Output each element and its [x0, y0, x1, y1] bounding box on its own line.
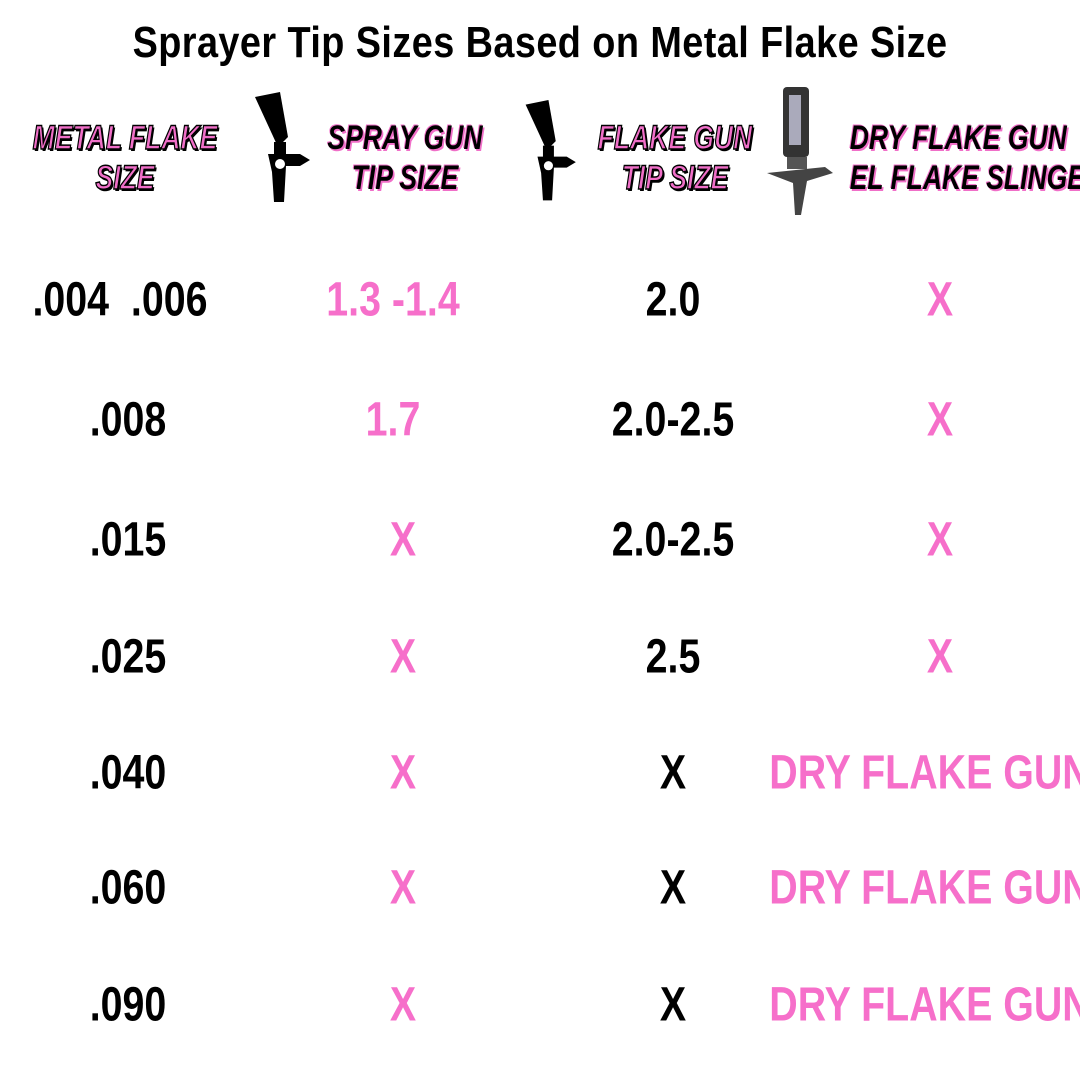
header-metal-flake-size: METAL FLAKE SIZE: [31, 118, 218, 198]
cell-spray-gun-tip: 1.7: [365, 393, 421, 447]
cell-flake-size: .090: [89, 978, 167, 1032]
cell-dry-flake-gun: X: [926, 393, 954, 447]
cell-flake-size: .004 .006: [32, 273, 208, 327]
cell-flake-size: .008: [89, 393, 167, 447]
cell-flake-size: .025: [89, 630, 167, 684]
cell-flake-gun-tip: 2.0: [645, 273, 701, 327]
cell-flake-gun-tip: X: [659, 978, 687, 1032]
spray-gun-icon: [525, 100, 576, 201]
header-line: METAL FLAKE: [32, 118, 218, 158]
header-line: SIZE: [95, 158, 155, 198]
cell-flake-size: .015: [89, 513, 167, 567]
cell-dry-flake-gun: X: [926, 630, 954, 684]
header-line: EL FLAKE SLINGER: [849, 159, 1080, 197]
cell-dry-flake-gun: DRY FLAKE GUN: [769, 861, 1080, 915]
cell-spray-gun-tip: X: [389, 746, 417, 800]
page-title: Sprayer Tip Sizes Based on Metal Flake S…: [132, 18, 948, 67]
header-line: TIP SIZE: [351, 159, 459, 197]
cell-dry-flake-gun: X: [926, 513, 954, 567]
cell-spray-gun-tip: 1.3 -1.4: [326, 273, 460, 327]
header-dry-flake-gun: DRY FLAKE GUN EL FLAKE SLINGER: [849, 118, 1080, 198]
cell-spray-gun-tip: X: [389, 861, 417, 915]
cell-flake-gun-tip: 2.5: [645, 630, 701, 684]
cell-flake-gun-tip: X: [659, 746, 687, 800]
cell-spray-gun-tip: X: [389, 978, 417, 1032]
cell-flake-gun-tip: 2.0-2.5: [611, 393, 735, 447]
cell-dry-flake-gun: X: [926, 273, 954, 327]
dry-flake-gun-icon: [767, 87, 833, 215]
cell-flake-size: .060: [89, 861, 167, 915]
header-line: DRY FLAKE GUN: [849, 119, 1067, 157]
cell-dry-flake-gun: DRY FLAKE GUN: [769, 978, 1080, 1032]
header-flake-gun-tip-size: FLAKE GUN TIP SIZE: [585, 118, 764, 198]
header-line: TIP SIZE: [621, 158, 729, 198]
cell-spray-gun-tip: X: [389, 630, 417, 684]
cell-flake-gun-tip: X: [659, 861, 687, 915]
cell-flake-gun-tip: 2.0-2.5: [611, 513, 735, 567]
header-line: FLAKE GUN: [597, 118, 753, 158]
cell-flake-size: .040: [89, 746, 167, 800]
cell-spray-gun-tip: X: [389, 513, 417, 567]
cell-dry-flake-gun: DRY FLAKE GUN: [769, 746, 1080, 800]
header-spray-gun-tip-size: SPRAY GUN TIP SIZE: [315, 118, 494, 198]
header-line: SPRAY GUN: [327, 119, 483, 157]
spray-gun-icon: [255, 92, 310, 202]
